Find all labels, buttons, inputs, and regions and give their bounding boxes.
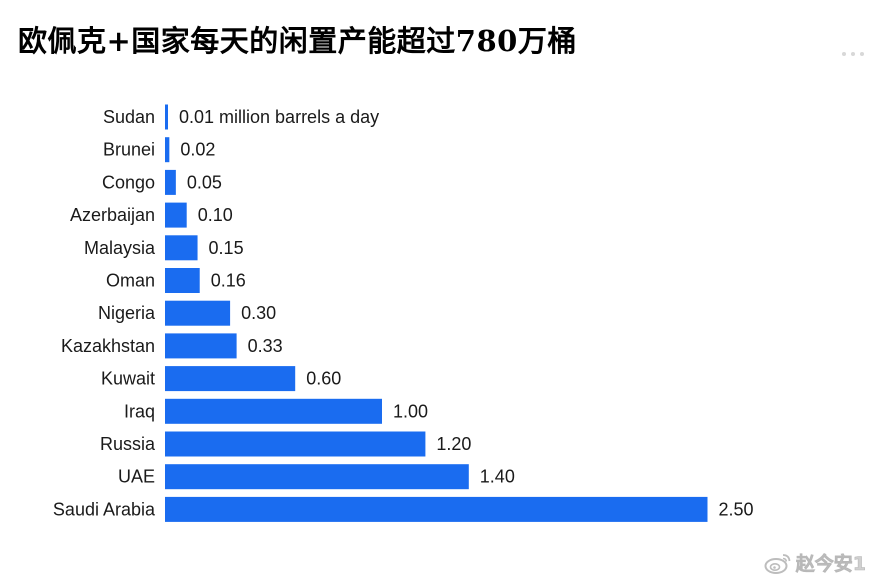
category-label: Iraq xyxy=(124,401,155,421)
bar xyxy=(165,496,708,522)
category-label: Sudan xyxy=(103,107,155,127)
value-label: 0.01 million barrels a day xyxy=(179,107,379,127)
bar xyxy=(165,169,176,195)
value-label: 1.20 xyxy=(436,434,471,454)
bar xyxy=(165,333,237,359)
category-label: Oman xyxy=(106,271,155,291)
watermark: 赵今安1 xyxy=(764,549,866,576)
category-label: UAE xyxy=(118,467,155,487)
category-label: Congo xyxy=(102,172,155,192)
value-label: 0.15 xyxy=(209,238,244,258)
bar xyxy=(165,431,426,457)
value-label: 1.00 xyxy=(393,401,428,421)
bar xyxy=(165,366,296,392)
chart-title: 欧佩克+国家每天的闲置产能超过780万桶 xyxy=(18,24,577,58)
bar xyxy=(165,235,198,261)
bar xyxy=(165,268,200,293)
bar xyxy=(165,398,382,424)
value-label: 0.60 xyxy=(306,369,341,389)
value-label: 0.10 xyxy=(198,205,233,225)
bar xyxy=(165,104,168,130)
category-label: Kazakhstan xyxy=(61,336,155,356)
category-label: Nigeria xyxy=(98,303,156,323)
bar xyxy=(165,464,469,490)
category-label: Kuwait xyxy=(101,369,155,389)
category-label: Malaysia xyxy=(84,238,156,258)
bar xyxy=(165,137,170,163)
watermark-text: 赵今安1 xyxy=(795,553,866,576)
category-label: Brunei xyxy=(103,140,155,160)
value-label: 0.16 xyxy=(211,271,246,291)
value-label: 1.40 xyxy=(480,467,515,487)
value-label: 0.33 xyxy=(248,336,283,356)
weibo-logo-icon xyxy=(764,553,791,574)
category-label: Saudi Arabia xyxy=(53,499,156,519)
value-label: 0.02 xyxy=(180,140,215,160)
bar xyxy=(165,202,187,228)
value-label: 0.30 xyxy=(241,303,276,323)
title-decoration-dots xyxy=(842,52,864,56)
value-label: 0.05 xyxy=(187,172,222,192)
category-label: Azerbaijan xyxy=(70,205,155,225)
category-label: Russia xyxy=(100,434,156,454)
value-label: 2.50 xyxy=(719,499,754,519)
bar xyxy=(165,300,231,326)
